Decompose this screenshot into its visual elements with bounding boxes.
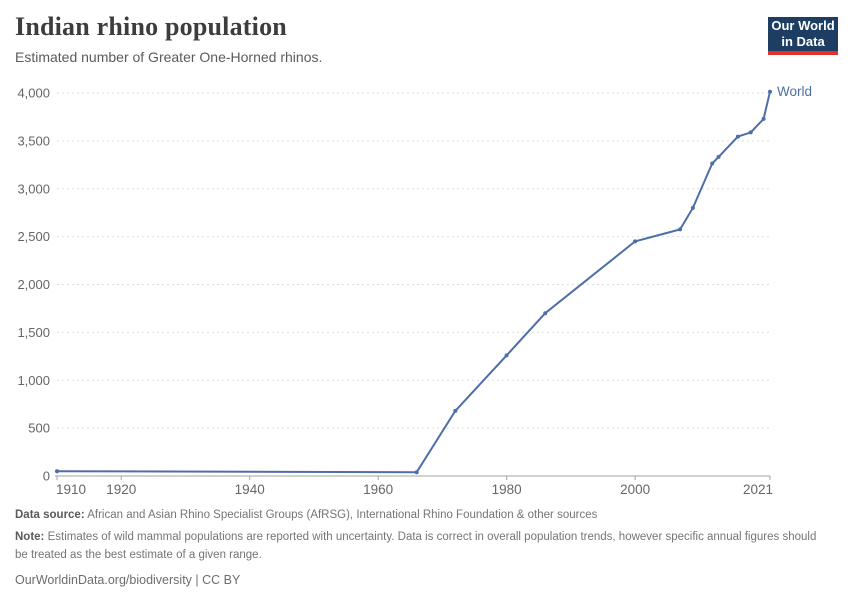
data-point-marker bbox=[716, 154, 721, 159]
data-point-marker bbox=[768, 89, 772, 94]
data-source-text: African and Asian Rhino Specialist Group… bbox=[84, 509, 598, 521]
x-tick-label: 1920 bbox=[106, 482, 136, 497]
y-tick-label: 3,000 bbox=[17, 181, 50, 196]
data-point-marker bbox=[710, 161, 715, 166]
owid-logo-line1: Our World bbox=[771, 18, 835, 33]
license-link[interactable]: OurWorldinData.org/biodiversity | CC BY bbox=[15, 573, 241, 587]
x-tick-label: 2021 bbox=[743, 482, 773, 497]
y-tick-label: 1,000 bbox=[17, 373, 50, 388]
data-point-marker bbox=[748, 130, 753, 135]
note-text: Estimates of wild mammal populations are… bbox=[15, 531, 817, 561]
y-tick-label: 4,000 bbox=[17, 86, 50, 101]
data-point-marker bbox=[735, 134, 740, 139]
data-source-line: Data source: African and Asian Rhino Spe… bbox=[15, 506, 827, 524]
data-point-marker bbox=[414, 470, 419, 475]
page-title: Indian rhino population bbox=[15, 12, 287, 41]
chart-subtitle: Estimated number of Greater One-Horned r… bbox=[15, 49, 323, 65]
note-line: Note: Estimates of wild mammal populatio… bbox=[15, 528, 827, 564]
note-label: Note: bbox=[15, 531, 45, 543]
data-point-marker bbox=[633, 239, 638, 244]
y-tick-label: 0 bbox=[43, 469, 50, 484]
data-point-marker bbox=[543, 311, 548, 316]
world-line bbox=[56, 90, 771, 474]
x-tick-label: 1940 bbox=[235, 482, 265, 497]
y-gridlines bbox=[55, 92, 770, 477]
data-point-marker bbox=[453, 408, 458, 413]
y-tick-label: 2,500 bbox=[17, 229, 50, 244]
x-tick-label: 1980 bbox=[492, 482, 522, 497]
y-tick-label: 2,000 bbox=[17, 277, 50, 292]
data-point-marker bbox=[504, 353, 509, 358]
y-tick-label: 500 bbox=[28, 421, 50, 436]
data-point-marker bbox=[761, 116, 766, 121]
owid-logo-line2: in Data bbox=[781, 34, 825, 49]
data-source-label: Data source: bbox=[15, 509, 85, 521]
y-tick-label: 3,500 bbox=[17, 133, 50, 148]
data-point-marker bbox=[55, 469, 59, 474]
y-axis-labels: 0 500 1,000 1,500 2,000 2,500 3,000 3,500 4,000 bbox=[17, 86, 50, 484]
data-point-marker bbox=[678, 227, 683, 232]
chart-footer: Data source: African and Asian Rhino Spe… bbox=[15, 506, 827, 593]
line-chart: 0 500 1,000 1,500 2,000 2,500 3,000 3,500 4,000 1… bbox=[17, 84, 812, 497]
series-label-world: World bbox=[777, 84, 812, 99]
data-point-marker bbox=[690, 205, 695, 210]
x-tick-label: 2000 bbox=[620, 482, 650, 497]
y-tick-label: 1,500 bbox=[17, 325, 50, 340]
x-axis-labels: 1910 1920 1940 1960 1980 2000 2021 bbox=[56, 476, 773, 497]
owid-logo[interactable]: Our World in Data bbox=[768, 17, 838, 55]
x-tick-label: 1960 bbox=[363, 482, 393, 497]
series-world: World bbox=[55, 84, 812, 475]
x-tick-label: 1910 bbox=[56, 482, 86, 497]
